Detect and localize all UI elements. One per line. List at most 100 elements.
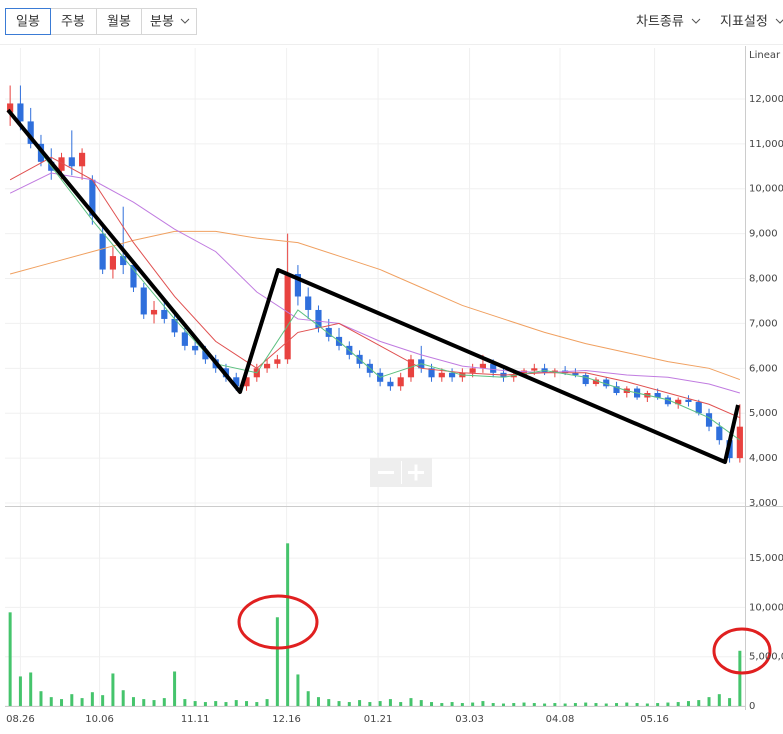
candle-body [582, 375, 589, 385]
candle-body [510, 375, 517, 378]
tab-group [5, 8, 197, 35]
candle-body [325, 327, 332, 337]
candle-body [192, 345, 199, 351]
volume-bar [615, 703, 619, 706]
volume-bar [471, 702, 475, 706]
volume-bar [625, 702, 629, 706]
candle-body [150, 309, 158, 315]
volume-bar [635, 703, 639, 706]
moving-average [9, 172, 741, 394]
volume-bar [296, 674, 300, 706]
candle-body [99, 233, 106, 270]
volume-bar [327, 699, 331, 706]
volume-bar [173, 671, 177, 706]
chevron [691, 18, 701, 24]
volume-bar [532, 703, 536, 706]
volume-bar [80, 698, 84, 706]
moving-average [9, 112, 741, 441]
volume-bar [543, 703, 547, 706]
candle-body [305, 296, 312, 310]
tab[interactable]: 월봉 [107, 15, 131, 30]
candle-body [428, 368, 435, 378]
candle-body [736, 426, 743, 459]
candle-body [243, 377, 250, 387]
volume-bar [306, 691, 310, 706]
volume-bar [245, 701, 249, 706]
x-tick-label: 01.21 [364, 714, 393, 725]
volume-bar [60, 699, 64, 706]
volume-bar [686, 701, 690, 706]
candle-body [315, 309, 322, 328]
y-tick-label: 3,000 [749, 498, 778, 509]
chevron [775, 18, 783, 24]
volume-bar [553, 703, 557, 706]
volume-bar [193, 701, 197, 706]
candle-body [469, 368, 476, 373]
volume-bar [450, 702, 454, 706]
tab[interactable]: 일봉 [16, 15, 40, 30]
volume-bar [8, 612, 12, 706]
active-tab-border [5, 8, 51, 35]
volume-bar [378, 701, 382, 706]
zoom-controls [370, 458, 432, 487]
volume-bar [70, 694, 74, 706]
y-tick-label: 8,000 [749, 274, 778, 285]
volume-tick-label: 0 [749, 701, 755, 712]
menu[interactable]: 지표설정 [720, 15, 768, 30]
candle-body [17, 103, 24, 122]
candle-body [685, 399, 692, 402]
volume-bar [183, 699, 187, 706]
candle-body [161, 309, 168, 319]
highlight-circle [712, 627, 772, 675]
chevron [180, 18, 190, 24]
volume-bar [265, 699, 269, 706]
volume-bar [501, 703, 505, 706]
volume-bar [512, 703, 516, 706]
candle-body [705, 413, 713, 427]
moving-average [9, 156, 741, 419]
volume-bar [203, 702, 207, 706]
candle-body [264, 363, 271, 369]
tab[interactable]: 분봉 [150, 15, 174, 30]
volume-bar [152, 700, 156, 706]
volume-bar [29, 672, 33, 706]
candle-body [58, 157, 65, 171]
volume-bar [162, 698, 166, 706]
volume-bar [440, 703, 444, 706]
y-tick-label: 10,000 [749, 184, 783, 195]
x-tick-label: 03.03 [455, 714, 484, 725]
candle-body [407, 359, 415, 378]
volume-bar [286, 543, 290, 706]
volume-bar [121, 690, 125, 706]
volume-bar [573, 703, 577, 706]
toolbar: 일봉 주봉 월봉 분봉 차트종류 지표설정 [5, 8, 783, 35]
x-tick-label: 05.16 [640, 714, 669, 725]
menu[interactable]: 차트종류 [636, 15, 684, 30]
candle-body [171, 318, 178, 333]
volume-bar [39, 691, 43, 706]
volume-bar [491, 703, 495, 706]
volume-bar [358, 700, 362, 706]
grid [5, 48, 745, 707]
tab[interactable]: 주봉 [61, 15, 85, 30]
volume-bar [90, 692, 94, 706]
scale-label: Linear [749, 50, 781, 61]
candle-body [520, 370, 528, 376]
candle-body [592, 379, 600, 385]
candle-body [572, 372, 579, 376]
volume-bar [347, 702, 351, 706]
volume-bar [368, 702, 372, 706]
y-tick-label: 6,000 [749, 363, 778, 374]
volume-bar [594, 703, 598, 706]
candle-body [449, 372, 456, 378]
candle-body [675, 399, 682, 405]
volume-bar [388, 699, 392, 706]
volume-bar [656, 703, 660, 706]
x-tick-label: 11.11 [181, 714, 210, 725]
volume-bar [430, 702, 434, 706]
candle-body [490, 363, 497, 373]
volume-bar [275, 617, 279, 706]
volume-tick-label: 15,000,000 [749, 553, 783, 564]
candle-body [438, 372, 445, 378]
candle-body [274, 359, 281, 364]
